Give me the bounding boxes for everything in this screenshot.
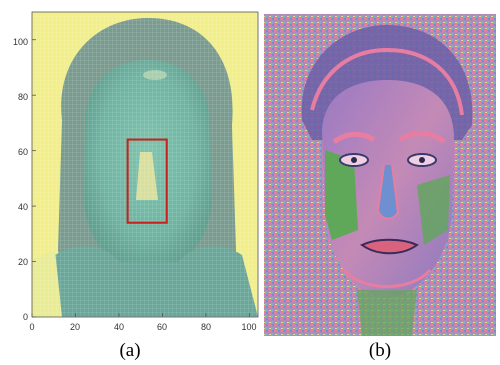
roi-box <box>126 138 168 224</box>
y-tick-label: 100 <box>12 37 28 47</box>
left-eyebrow <box>332 131 376 145</box>
hairline-edge <box>310 47 464 116</box>
x-tick-label: 40 <box>113 322 124 332</box>
grid-overlay <box>32 12 258 317</box>
x-tick-label: 0 <box>29 322 35 332</box>
chin-edge <box>342 268 432 288</box>
panel-a: 0 20 40 60 80 100 0 20 40 60 80 100 (a) <box>12 11 259 361</box>
y-tick-label: 20 <box>17 257 28 267</box>
right-cheek-region <box>417 175 450 245</box>
panel-b-image <box>264 14 496 336</box>
right-pupil <box>419 157 425 163</box>
y-tick-label: 40 <box>17 202 28 212</box>
neck-region <box>357 290 417 336</box>
caption-a: (a) <box>119 340 141 361</box>
right-eyebrow <box>398 131 446 145</box>
mouth <box>360 238 419 255</box>
y-tick-label: 0 <box>22 312 28 322</box>
nose <box>376 164 400 220</box>
tick-marks <box>31 39 250 318</box>
caption-b: (b) <box>368 340 392 361</box>
left-cheek-region <box>325 150 358 240</box>
y-tick-label: 60 <box>17 147 28 157</box>
x-tick-label: 20 <box>69 322 80 332</box>
axes-frame <box>31 11 259 318</box>
panel-a-plot <box>31 11 259 318</box>
y-tick-label: 80 <box>17 92 28 102</box>
x-tick-label: 80 <box>200 322 211 332</box>
left-pupil <box>351 157 357 163</box>
x-tick-label: 100 <box>241 322 257 332</box>
x-tick-label: 60 <box>156 322 167 332</box>
panel-b: (b) <box>262 0 500 365</box>
